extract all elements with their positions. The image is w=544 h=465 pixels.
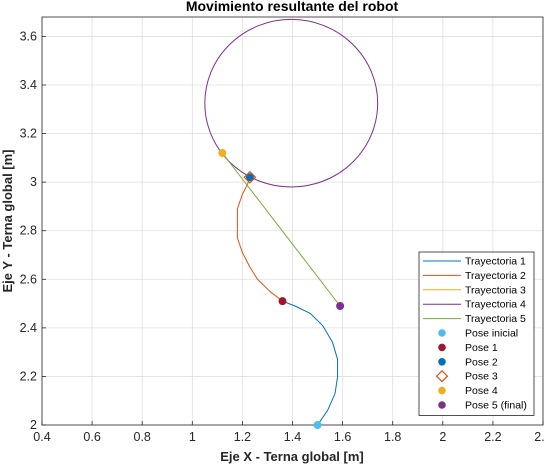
y-tick-label: 3 — [30, 175, 37, 189]
x-tick-label: 1.6 — [334, 430, 351, 444]
series-trayectoria-4 — [204, 18, 379, 188]
axis-ticks: 0.4 0.6 0.8 1 1.2 1.4 1.6 1.8 2 2.2 2.4 2 2.2 2.4 2.6 2… — [20, 29, 544, 444]
y-tick-label: 3.2 — [20, 127, 37, 141]
marker-pose-1 — [278, 297, 287, 306]
x-tick-label: 1.2 — [234, 430, 251, 444]
marker-pose-inicial — [438, 329, 446, 337]
plot-area — [204, 18, 379, 425]
marker-pose-3 — [243, 170, 257, 184]
y-axis-label: Eje Y - Terna global [m] — [0, 149, 15, 292]
legend-item-trayectoria-2: Trayectoria 2 — [423, 270, 526, 282]
legend-item-pose-1: Pose 1 — [438, 342, 498, 354]
marker-pose-5-final — [438, 401, 446, 409]
marker-pose-4 — [218, 148, 227, 157]
series-trayectoria-2 — [236, 177, 283, 302]
x-tick-label: 2.4 — [534, 430, 544, 444]
x-tick-label: 2 — [439, 430, 446, 444]
x-tick-label: 0.8 — [134, 430, 151, 444]
legend-label: Pose 1 — [465, 342, 498, 354]
x-tick-label: 2.2 — [484, 430, 501, 444]
series-trayectoria-5 — [221, 152, 341, 307]
legend-item-trayectoria-3: Trayectoria 3 — [423, 284, 526, 296]
legend-item-pose-5-final: Pose 5 (final) — [438, 400, 527, 412]
x-tick-label: 0.6 — [83, 430, 100, 444]
marker-pose-1 — [438, 343, 446, 352]
legend-label: Trayectoria 2 — [465, 270, 526, 282]
marker-pose-2 — [245, 173, 254, 182]
legend-item-pose-2: Pose 2 — [438, 356, 498, 368]
legend-item-trayectoria-5: Trayectoria 5 — [423, 313, 526, 325]
y-tick-label: 2.6 — [20, 272, 37, 286]
marker-pose-5-final — [336, 301, 345, 310]
marker-pose-4 — [438, 386, 446, 395]
x-tick-label: 1.8 — [384, 430, 401, 444]
legend-item-trayectoria-4: Trayectoria 4 — [423, 299, 526, 311]
y-tick-label: 3.4 — [20, 78, 37, 92]
marker-pose-inicial — [313, 420, 322, 429]
chart-title: Movimiento resultante del robot — [186, 0, 399, 14]
legend-label: Trayectoria 4 — [465, 299, 526, 311]
pose-markers — [218, 148, 345, 429]
legend-label: Trayectoria 5 — [465, 313, 526, 325]
legend-label: Pose 5 (final) — [465, 400, 527, 412]
legend-label: Pose inicial — [465, 328, 518, 340]
y-tick-label: 2 — [30, 418, 37, 432]
legend-box — [418, 251, 535, 416]
x-tick-label: 1.4 — [284, 430, 301, 444]
marker-pose-2 — [438, 357, 446, 366]
legend-item-pose-3: Pose 3 — [435, 369, 498, 383]
x-tick-label: 0.4 — [33, 430, 50, 444]
y-tick-label: 2.2 — [20, 369, 37, 383]
legend-label: Pose 3 — [465, 371, 498, 383]
series-trayectoria-1 — [282, 300, 339, 425]
legend-label: Pose 4 — [465, 385, 498, 397]
legend-item-pose-4: Pose 4 — [438, 385, 498, 397]
legend-label: Pose 2 — [465, 356, 498, 368]
legend-item-trayectoria-1: Trayectoria 1 — [423, 256, 526, 268]
x-axis-label: Eje X - Terna global [m] — [220, 449, 364, 464]
legend-item-pose-inicial: Pose inicial — [438, 328, 518, 340]
legend-label: Trayectoria 3 — [465, 284, 526, 296]
y-tick-label: 2.8 — [20, 224, 37, 238]
x-tick-label: 1 — [189, 430, 196, 444]
marker-pose-3 — [435, 369, 449, 383]
y-tick-label: 2.4 — [20, 321, 37, 335]
legend: Trayectoria 1 Trayectoria 2 Trayectoria 3 T… — [418, 251, 535, 416]
y-tick-label: 3.6 — [20, 29, 37, 43]
legend-label: Trayectoria 1 — [465, 256, 526, 268]
